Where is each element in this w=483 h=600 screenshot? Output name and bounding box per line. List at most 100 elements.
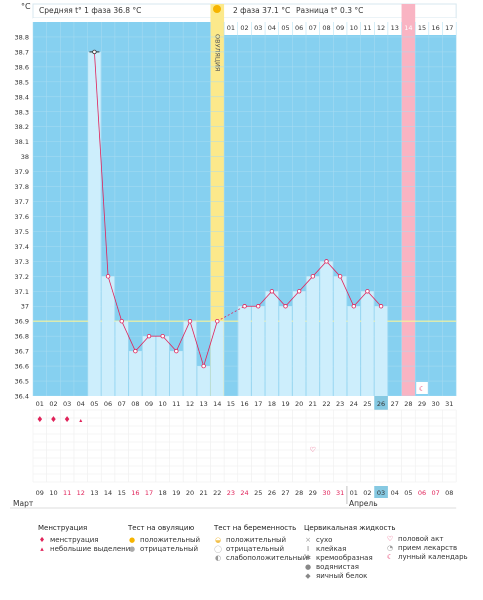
legend-item: водянистая [316, 562, 360, 571]
phase2-day-label: 10 [350, 24, 358, 32]
cycle-day-label: 20 [295, 400, 303, 408]
temperature-line [353, 291, 368, 307]
y-tick-label: 37 [21, 303, 29, 311]
y-tick-label: 36.7 [15, 348, 29, 356]
temperature-point [269, 289, 275, 294]
temperature-bar [101, 276, 115, 396]
calendar-date: 21 [199, 489, 207, 497]
phase2-day-label: 14 [404, 24, 412, 32]
legend-menstruation: Менструация ♦ менструация ▴ небольшие выде… [38, 524, 135, 553]
legend-item: слабоположительный [226, 553, 308, 562]
temperature-bar [238, 306, 251, 396]
y-tick-label: 37.1 [15, 288, 29, 296]
watery-icon: ● [304, 562, 312, 571]
cycle-day-label: 19 [281, 400, 289, 408]
temperature-bar [88, 51, 101, 397]
cycle-day-label: 29 [418, 400, 426, 408]
phase2-day-label: 01 [227, 24, 235, 32]
y-tick-label: 36.4 [15, 393, 29, 401]
temperature-point [296, 289, 302, 294]
calendar-date: 11 [63, 489, 71, 497]
legend-item: клейкая [316, 544, 347, 553]
temperature-line [135, 335, 150, 352]
cycle-day-label: 11 [172, 400, 180, 408]
temperature-point [92, 49, 97, 55]
calendar-date: 19 [172, 489, 180, 497]
cycle-day-label: 08 [131, 400, 139, 408]
y-tick-label: 38.7 [15, 48, 29, 56]
cycle-day-label: 17 [254, 400, 262, 408]
temperature-line [367, 291, 382, 307]
heavy-flow-icon: ♦ [50, 415, 57, 424]
cycle-day-label: 05 [90, 400, 98, 408]
legend-item: половой акт [398, 534, 444, 543]
phase2-day-label: 04 [268, 24, 276, 32]
calendar-date: 16 [131, 489, 139, 497]
calendar-date: 15 [118, 489, 126, 497]
y-tick-label: 38.1 [15, 138, 29, 146]
sun-icon [213, 5, 221, 13]
y-tick-label: 36.5 [15, 378, 29, 386]
calendar-date: 29 [309, 489, 317, 497]
cycle-day-label: 07 [118, 400, 126, 408]
legend-fluid-title: Цервикальная жидкость [304, 524, 396, 532]
heart-icon: ♡ [386, 534, 394, 543]
cycle-day-label: 25 [363, 400, 371, 408]
y-tick-label: 37.8 [15, 183, 29, 191]
moon-icon: ☾ [419, 385, 425, 393]
phase2-day-label: 03 [254, 24, 262, 32]
temperature-line [285, 291, 300, 307]
legend-item: менструация [50, 535, 99, 544]
cycle-day-label: 24 [350, 400, 358, 408]
cycle-day-label: 02 [49, 400, 57, 408]
sticky-icon: Ⅰ [306, 544, 310, 553]
legend-item: отрицательный [226, 544, 285, 553]
calendar-date: 09 [36, 489, 44, 497]
calendar-date: 03 [377, 489, 385, 497]
legend-item: яичный белок [316, 571, 368, 580]
legend-other: ♡ половой акт ◔ прием лекарств ☾ лунный кал… [386, 534, 468, 561]
y-tick-label: 37.3 [15, 258, 29, 266]
legend-item: положительный [226, 535, 287, 544]
cycle-day-label: 16 [240, 400, 248, 408]
calendar-date: 07 [432, 489, 440, 497]
phase2-day-label: 11 [363, 24, 371, 32]
calendar-date: 12 [77, 489, 85, 497]
heart-icon: ♡ [310, 446, 316, 454]
heavy-flow-icon: ♦ [36, 415, 43, 424]
temperature-line [312, 261, 327, 277]
temperature-bar [333, 276, 347, 396]
y-tick-label: 36.6 [15, 363, 29, 371]
cycle-day-label: 18 [268, 400, 276, 408]
legend-pregtest-title: Тест на беременность [214, 524, 297, 532]
phase2-day-label: 09 [336, 24, 344, 32]
temperature-bar [142, 336, 156, 396]
temperature-bar [306, 276, 320, 396]
temperature-bar [170, 351, 183, 396]
day-row [33, 396, 457, 410]
today-date-highlight [374, 486, 388, 498]
calendar-date: 18 [159, 489, 167, 497]
temperature-point [215, 319, 220, 324]
y-tick-label: 36.9 [15, 318, 29, 326]
calendar-date: 27 [281, 489, 289, 497]
y-tick-label: 37.2 [15, 273, 29, 281]
calendar-date: 14 [104, 489, 112, 497]
calendar-date: 31 [336, 489, 344, 497]
phase2-day-label: 17 [445, 24, 453, 32]
calendar-date: 17 [145, 489, 153, 497]
calendar-date: 10 [49, 489, 57, 497]
cycle-day-label: 10 [159, 400, 167, 408]
temperature-line [217, 305, 245, 322]
cycle-day-label: 23 [336, 400, 344, 408]
phase2-average: 2 фаза 37.1 °C [233, 6, 291, 15]
cycle-day-label: 30 [432, 400, 440, 408]
y-tick-label: 38.4 [15, 93, 29, 101]
legend-item: небольшие выделения [50, 544, 135, 553]
phase2-day-label: 15 [418, 24, 426, 32]
temperature-bar [251, 306, 265, 396]
menstruation-column [401, 4, 416, 396]
calendar-date: 06 [418, 489, 426, 497]
